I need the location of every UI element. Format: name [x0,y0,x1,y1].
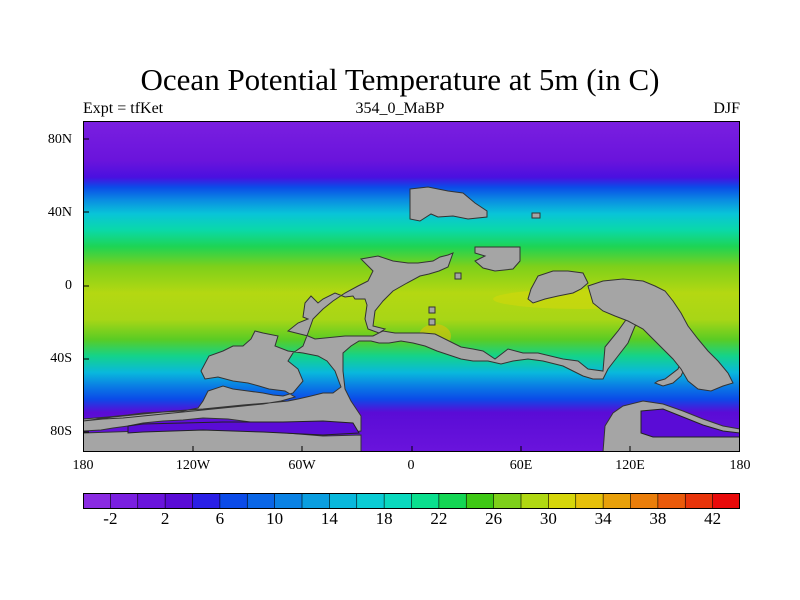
colorbar-tick-label: 22 [430,509,448,528]
colorbar-swatch [548,493,577,509]
x-tick-label: 0 [407,458,415,473]
period-label: 354_0_MaBP [355,100,445,117]
colorbar-swatch [712,493,740,509]
colorbar-tick-label: 6 [215,509,225,528]
season-label: DJF [713,100,740,117]
colorbar-tick-label: 34 [594,509,612,528]
colorbar-tick-label: 18 [375,509,393,528]
x-tick-label: 60E [509,458,533,473]
colorbar-tick-label: -2 [103,509,118,528]
y-tick-label: 40S [50,351,72,366]
axis-ticks [83,138,631,452]
x-tick-label: 120W [175,458,211,473]
island-central [454,272,462,280]
y-tick-label: 40N [47,205,72,220]
colorbar-swatch [438,493,467,509]
colorbar-tick-label: 26 [485,509,503,528]
landmass-east-peninsula [527,270,589,304]
colorbar-swatch [356,493,385,509]
y-tick-label: 80N [47,132,72,147]
colorbar [83,493,740,509]
colorbar-swatch [302,493,330,509]
colorbar-tick-label: 42 [704,509,722,528]
colorbar-swatch [657,493,686,509]
island-small-b [428,318,436,326]
colorbar-tick-label: 14 [320,509,338,528]
colorbar-swatch [137,493,166,509]
landmass-main-panthalassa [83,252,689,437]
colorbar-swatch [603,493,632,509]
colorbar-swatch [83,493,111,509]
land-masses [83,186,740,452]
colorbar-swatch [274,493,303,509]
cold-patch-west [127,420,360,436]
map-title: Ocean Potential Temperature at 5m (in C) [140,62,660,97]
colorbar-frame [83,493,740,509]
island-small-a [428,306,436,314]
colorbar-tick-label: 38 [649,509,667,528]
colorbar-swatch [219,493,248,509]
x-tick-label: 180 [729,458,751,473]
island-ne [531,212,541,219]
landmass-north [409,186,488,222]
x-tick-label: 120E [615,458,645,473]
colorbar-swatch [575,493,604,509]
colorbar-tick-label: 2 [160,509,170,528]
colorbar-swatch [110,493,139,509]
colorbar-swatch [411,493,440,509]
colorbar-swatch [630,493,659,509]
colorbar-swatch [384,493,413,509]
colorbar-swatch [329,493,358,509]
colorbar-tick-label: 10 [266,509,284,528]
temperature-map [83,121,740,452]
landmass-east-continent [587,278,734,392]
colorbar-swatch [493,493,522,509]
colorbar-swatch [165,493,194,509]
x-tick-label: 180 [72,458,94,473]
colorbar-swatch [247,493,276,509]
x-tick-label: 60W [288,458,316,473]
cold-patch-east [640,408,740,438]
colorbar-swatch [466,493,495,509]
experiment-label: Expt = tfKet [83,100,164,117]
y-tick-label: 0 [65,278,72,293]
colorbar-swatch [521,493,549,509]
colorbar-swatch [685,493,714,509]
colorbar-tick-label: 30 [539,509,557,528]
landmass-east-arc [474,246,521,272]
y-tick-label: 80S [50,424,72,439]
colorbar-swatch [192,493,221,509]
